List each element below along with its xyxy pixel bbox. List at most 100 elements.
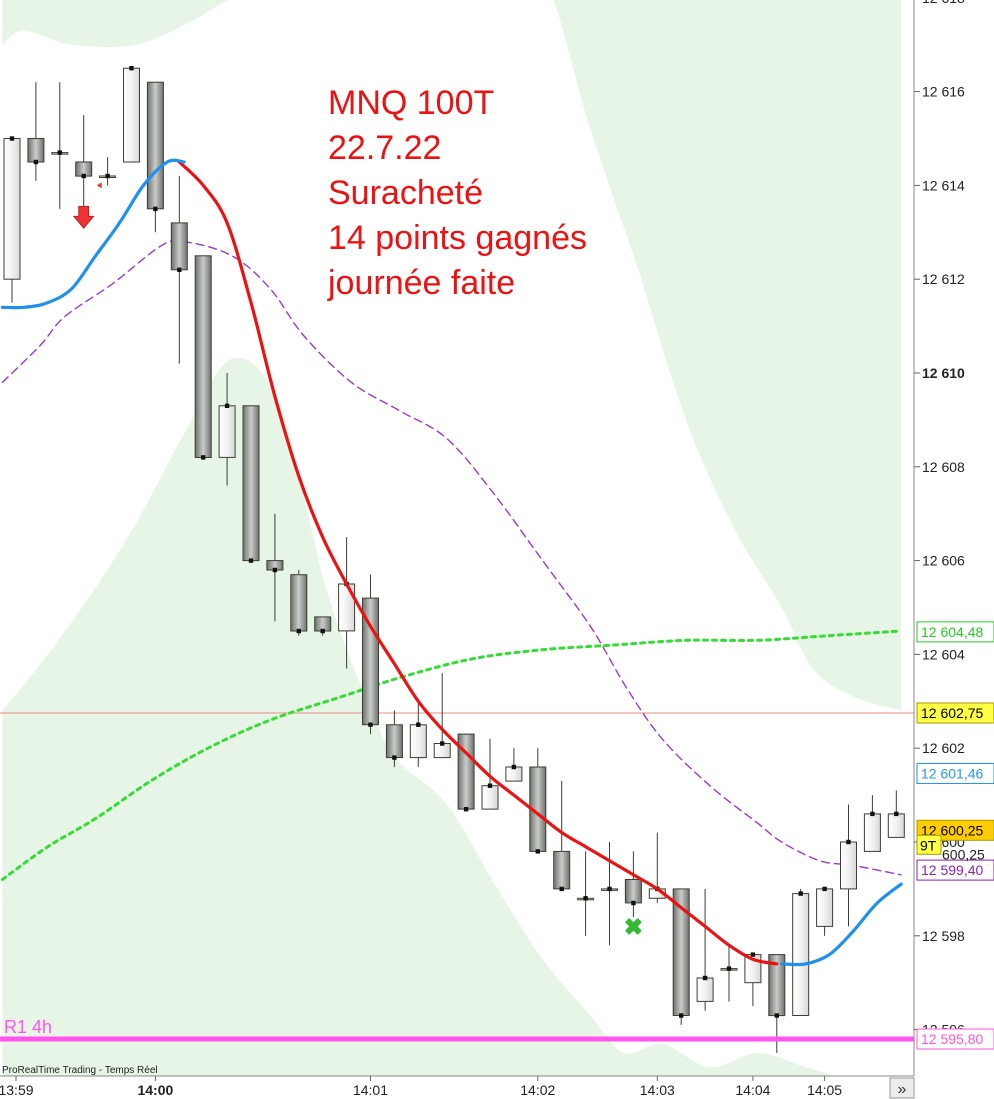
annotation-line: journée faite	[327, 264, 515, 302]
candle	[170, 176, 188, 364]
candle-close-marker	[583, 896, 588, 901]
y-tick-label: 12 602	[922, 740, 965, 756]
price-tag-box	[916, 702, 994, 724]
x-tick-label: 14:02	[520, 1082, 555, 1098]
price-tag-label: 12 604,48	[921, 624, 983, 640]
candle-body	[3, 138, 21, 280]
y-tick-label: 12 612	[922, 271, 965, 287]
y-tick-label: 12 604	[922, 646, 965, 662]
candle-body	[385, 724, 403, 759]
candle	[529, 748, 547, 854]
sell-marker-icon	[96, 182, 102, 189]
scroll-right-label: »	[898, 1081, 907, 1098]
price-tag-box	[916, 621, 994, 643]
candle	[27, 82, 45, 181]
candle-body	[146, 81, 164, 210]
candle-close-marker	[9, 136, 15, 141]
price-tag-box	[916, 763, 994, 784]
candle-close-marker	[631, 900, 636, 906]
y-tick-label: 12 618	[922, 0, 965, 6]
candle-close-marker	[726, 966, 732, 971]
candle-close-marker	[81, 173, 86, 179]
candle-body	[696, 977, 714, 1002]
candle-body	[792, 893, 810, 1016]
candle-body	[194, 255, 212, 458]
price-tag-label: 12 599,40	[921, 862, 983, 878]
candle-body	[553, 850, 571, 890]
candle	[338, 537, 356, 669]
bollinger-upper-area	[2, 0, 902, 711]
candle-body	[887, 813, 905, 838]
candle-close-marker	[177, 267, 182, 272]
candle	[672, 888, 690, 1025]
candle	[792, 888, 810, 1016]
x-tick-label: 14:04	[735, 1082, 770, 1098]
candle	[696, 888, 714, 1011]
candle	[242, 405, 260, 563]
price-tag-box	[916, 859, 994, 881]
candle-close-marker	[440, 741, 445, 746]
candle	[314, 616, 332, 636]
annotation-line: Suracheté	[328, 174, 483, 212]
sell-arrow-icon	[72, 205, 95, 229]
candle-close-marker	[272, 567, 278, 573]
candle-close-marker	[702, 975, 708, 981]
tick-count-box	[916, 834, 942, 855]
candle-close-marker	[33, 159, 39, 165]
candle-close-marker	[320, 628, 325, 634]
signals-layer	[72, 182, 642, 935]
exit-cross-icon	[625, 918, 642, 935]
candle	[624, 851, 642, 918]
candle-close-marker	[224, 403, 230, 408]
price-tag: 12 595,80	[916, 1028, 994, 1050]
candle-close-marker	[894, 811, 899, 817]
level-layer: R1 4h	[0, 1017, 914, 1042]
candle-close-marker	[559, 886, 564, 892]
blue-average-line	[0, 158, 186, 310]
y-tick-label: 12 610	[922, 365, 965, 381]
candle	[457, 733, 475, 812]
y-tick-label: 12 598	[922, 928, 965, 944]
tick-count-label: 9T	[920, 837, 937, 853]
candle-close-marker	[57, 150, 62, 155]
candle-close-marker	[201, 455, 206, 460]
plot-area: R1 4h	[0, 0, 914, 1076]
candle	[887, 790, 905, 838]
red-average-line	[177, 160, 779, 966]
dashed-average-line	[1, 239, 902, 876]
candle-close-marker	[296, 628, 301, 634]
candle-close-marker	[870, 811, 875, 817]
candle	[75, 115, 93, 209]
candle-close-marker	[798, 891, 803, 896]
candle	[863, 795, 881, 852]
candle-close-marker	[416, 722, 421, 727]
candle	[3, 136, 21, 303]
candle-close-marker	[846, 839, 851, 845]
candle	[816, 886, 834, 936]
price-tag: 12 599,40	[916, 859, 994, 881]
candle-close-marker	[463, 807, 469, 812]
candle-close-marker	[511, 764, 517, 770]
candle	[290, 569, 308, 636]
scroll-right-button[interactable]: »	[889, 1077, 915, 1099]
candle-close-marker	[679, 1013, 684, 1018]
price-tag: 12 601,46	[916, 763, 994, 784]
x-axis: 13:59 14:00 14:01 14:02 14:03 14:04 14:05	[0, 1076, 842, 1098]
candle-close-marker	[105, 173, 110, 179]
x-tick-label: 14:05	[807, 1082, 842, 1098]
candle-body	[242, 405, 260, 562]
candle	[577, 851, 595, 936]
candle	[218, 373, 236, 486]
candle-close-marker	[750, 952, 756, 957]
candle	[51, 82, 69, 209]
y-tick-label: 12 606	[922, 553, 965, 569]
candle-body	[170, 222, 188, 271]
candle	[481, 738, 499, 810]
candle-close-marker	[487, 783, 493, 788]
y-tick-label: 12 608	[922, 459, 965, 475]
price-tag-label: 12 595,80	[921, 1031, 983, 1047]
candle-body	[863, 813, 881, 852]
price-tags: 12 604,48 12 602,75 12 601,46 12 600,25 12 5…	[916, 621, 994, 1050]
annotation-block: MNQ 100T 22.7.22 Suracheté 14 points gagnés…	[327, 84, 587, 302]
